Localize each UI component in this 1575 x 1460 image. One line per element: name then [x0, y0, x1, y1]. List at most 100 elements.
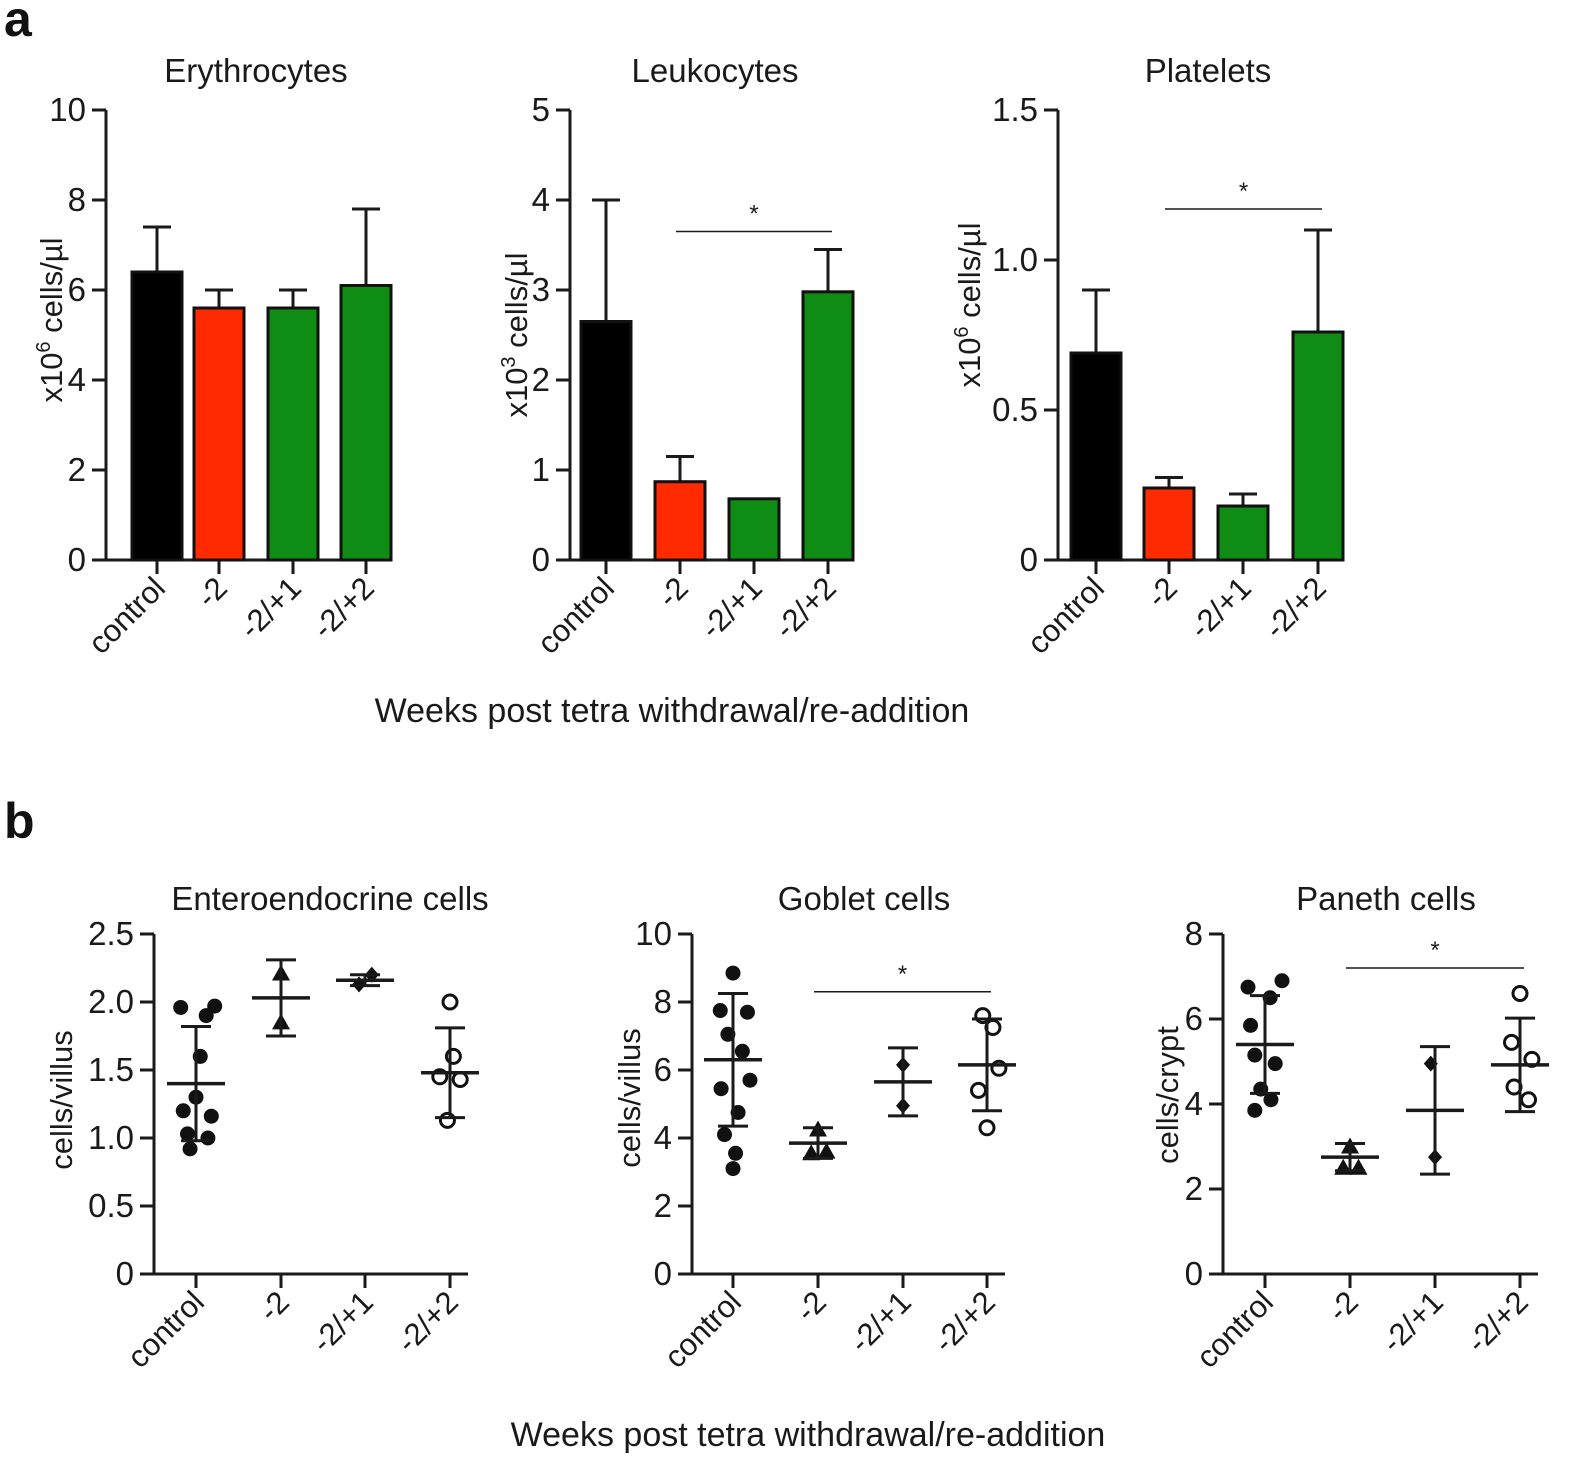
x-tick-label: control — [120, 1284, 211, 1375]
data-point — [1511, 985, 1529, 1002]
y-tick-label: 0.5 — [992, 391, 1038, 428]
bar — [266, 306, 320, 562]
panel-letter-a: a — [4, 0, 33, 47]
y-axis-label: x106 cells/µl — [951, 222, 987, 387]
data-point — [1520, 1091, 1537, 1109]
y-tick-label: 1.5 — [88, 1051, 134, 1088]
bar — [727, 497, 781, 562]
y-axis-label: x106 cells/µl — [33, 237, 69, 402]
data-point — [1247, 1047, 1263, 1063]
x-tick-label: -2/+1 — [1183, 570, 1258, 645]
y-tick-label: 8 — [1185, 915, 1203, 952]
data-point — [441, 993, 459, 1011]
y-axis-label: cells/crypt — [1150, 1026, 1185, 1164]
data-point — [739, 1004, 755, 1020]
x-tick-label: -2/+1 — [694, 570, 769, 645]
x-tick-label: -2 — [651, 570, 695, 614]
bar — [653, 480, 707, 562]
bar — [192, 306, 246, 562]
data-point — [1263, 1092, 1279, 1108]
data-point — [198, 1008, 214, 1024]
panel-letter-b: b — [4, 793, 35, 849]
data-point — [728, 1145, 744, 1161]
panel-a-xlabel: Weeks post tetra withdrawal/re-addition — [375, 692, 970, 730]
bar — [1216, 504, 1270, 562]
y-tick-label: 0 — [532, 541, 550, 578]
y-tick-label: 4 — [1185, 1085, 1203, 1122]
data-point — [200, 1130, 216, 1146]
data-point — [182, 1141, 198, 1157]
chart-title: Erythrocytes — [164, 52, 347, 89]
data-point — [717, 1127, 732, 1143]
data-point — [451, 1071, 469, 1089]
y-tick-label: 4 — [654, 1119, 672, 1156]
bar — [339, 284, 393, 562]
x-tick-label: -2/+1 — [843, 1284, 918, 1359]
data-point — [742, 1072, 758, 1088]
y-tick-label: 8 — [68, 181, 86, 218]
y-tick-label: 1.0 — [992, 241, 1038, 278]
data-point — [1243, 1017, 1259, 1033]
bar — [1142, 486, 1196, 562]
bar — [130, 270, 184, 562]
y-axis-label: x103 cells/µl — [498, 252, 534, 417]
significance-label: * — [898, 961, 907, 988]
bar — [1069, 351, 1123, 562]
y-tick-label: 2.5 — [88, 915, 134, 952]
y-tick-label: 1 — [532, 451, 550, 488]
y-tick-label: 5 — [532, 91, 550, 128]
data-point — [180, 1126, 195, 1142]
y-tick-label: 6 — [68, 271, 86, 308]
data-point — [173, 999, 189, 1015]
y-tick-label: 2 — [654, 1187, 672, 1224]
y-tick-label: 2 — [68, 451, 86, 488]
chart-title: Paneth cells — [1296, 880, 1476, 917]
x-tick-label: -2/+2 — [1258, 570, 1333, 645]
chart-title: Goblet cells — [778, 880, 950, 917]
x-tick-label: -2 — [789, 1284, 833, 1328]
data-point — [734, 1043, 750, 1059]
significance-label: * — [1239, 178, 1248, 205]
chart-title: Platelets — [1145, 52, 1272, 89]
x-tick-label: control — [1189, 1284, 1280, 1375]
data-point — [802, 1144, 821, 1161]
x-tick-label: -2/+1 — [305, 1284, 380, 1359]
y-tick-label: 1.0 — [88, 1119, 134, 1156]
data-point — [1247, 1102, 1263, 1118]
data-point — [1274, 973, 1290, 989]
data-point — [1240, 979, 1256, 995]
y-tick-label: 2 — [1185, 1170, 1203, 1207]
x-tick-label: -2 — [1140, 570, 1184, 614]
x-tick-label: control — [657, 1284, 748, 1375]
y-tick-label: 6 — [1185, 1000, 1203, 1037]
y-tick-label: 10 — [635, 915, 672, 952]
y-tick-label: 0 — [1185, 1255, 1203, 1292]
significance-label: * — [749, 201, 758, 228]
data-point — [1267, 1056, 1283, 1072]
chart-title: Enteroendocrine cells — [171, 880, 488, 917]
data-point — [725, 1161, 741, 1177]
y-axis-label: cells/villus — [612, 1028, 647, 1168]
y-tick-label: 2 — [532, 361, 550, 398]
data-point — [175, 1103, 191, 1119]
x-tick-label: -2/+2 — [1460, 1284, 1535, 1359]
x-tick-label: control — [530, 570, 621, 661]
chart-title: Leukocytes — [632, 52, 799, 89]
y-tick-label: 4 — [68, 361, 86, 398]
data-point — [712, 1003, 728, 1018]
x-tick-label: -2/+1 — [1375, 1284, 1450, 1359]
y-tick-label: 6 — [654, 1051, 672, 1088]
data-point — [1503, 1033, 1520, 1051]
data-point — [817, 1142, 836, 1159]
y-tick-label: 0.5 — [88, 1187, 134, 1224]
significance-label: * — [1430, 937, 1439, 964]
chart-goblet: Goblet cells cells/villus 0 2 4 6 8 10 control -2… — [612, 880, 1016, 1375]
y-tick-label: 0 — [654, 1255, 672, 1292]
y-tick-label: 0 — [68, 541, 86, 578]
x-tick-label: -2 — [252, 1284, 296, 1328]
y-tick-label: 2.0 — [88, 983, 134, 1020]
